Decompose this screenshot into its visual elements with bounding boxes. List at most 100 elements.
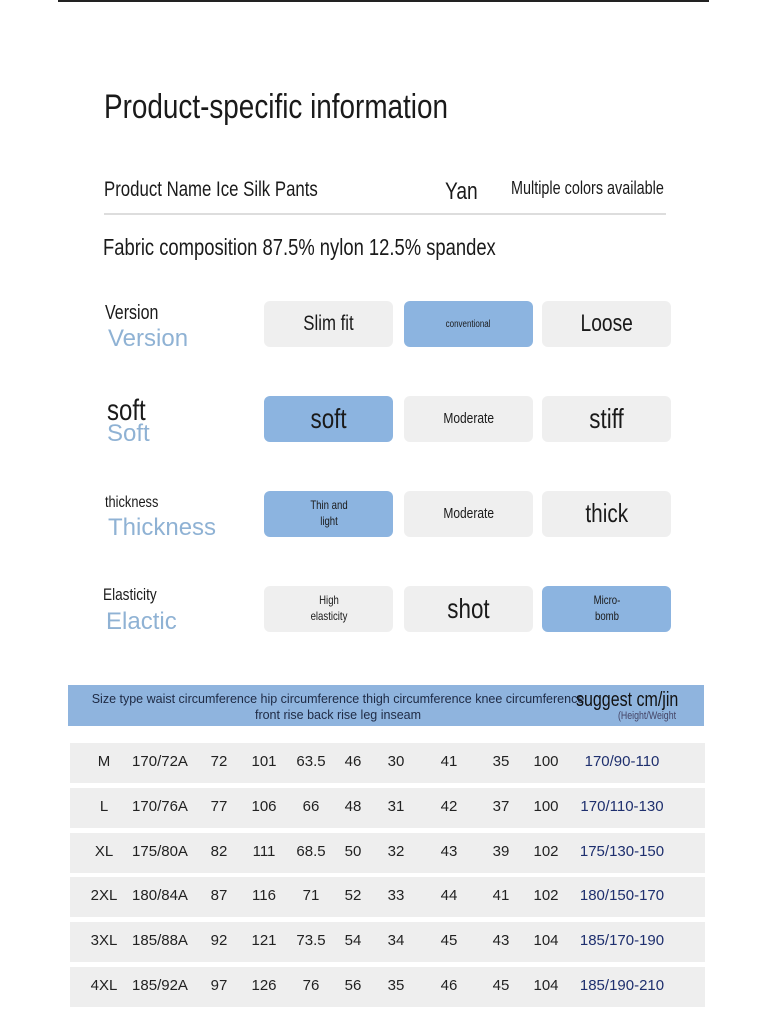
table-cell: 41 bbox=[440, 753, 458, 770]
suggest-label: suggest cm/jin bbox=[576, 689, 679, 711]
table-cell: 45 bbox=[440, 932, 458, 950]
table-cell: 170/72A bbox=[132, 753, 188, 770]
attr-label-en: Soft bbox=[107, 420, 150, 447]
attr-option[interactable]: Slim fit bbox=[264, 301, 393, 347]
table-cell: 2XL bbox=[90, 887, 118, 905]
attr-label-en: Elactic bbox=[106, 608, 177, 635]
table-cell: 50 bbox=[344, 842, 362, 860]
table-cell: 4XL bbox=[90, 977, 118, 994]
table-cell: 87 bbox=[210, 887, 228, 905]
table-cell: M bbox=[97, 753, 111, 770]
table-cell: 175/80A bbox=[132, 842, 188, 860]
table-cell: 34 bbox=[387, 932, 405, 950]
table-cell: 39 bbox=[492, 842, 510, 860]
table-cell: 68.5 bbox=[296, 842, 326, 860]
option-label: Slim fit bbox=[303, 312, 354, 336]
table-cell: 72 bbox=[210, 753, 228, 770]
attr-option[interactable]: soft bbox=[264, 396, 393, 442]
table-cell: 126 bbox=[251, 977, 277, 994]
brand: Yan bbox=[445, 178, 478, 205]
attr-option[interactable]: Thin and light bbox=[264, 491, 393, 537]
table-cell: 106 bbox=[251, 797, 277, 815]
attr-label-en: Version bbox=[108, 325, 189, 352]
option-label: Micro-bomb bbox=[593, 593, 620, 623]
table-cell: 44 bbox=[440, 887, 458, 905]
option-label: Moderate bbox=[443, 505, 494, 523]
table-cell: 48 bbox=[344, 797, 362, 815]
table-cell: 92 bbox=[210, 932, 228, 950]
table-cell: 56 bbox=[344, 977, 362, 994]
table-cell: 82 bbox=[210, 842, 228, 860]
table-cell: 185/88A bbox=[132, 932, 188, 950]
table-cell: 104 bbox=[533, 932, 559, 950]
top-divider bbox=[58, 0, 709, 2]
option-label: Moderate bbox=[443, 410, 494, 428]
table-cell: 180/84A bbox=[132, 887, 188, 905]
attr-label: thickness bbox=[105, 494, 159, 511]
table-row: 4XL 185/92A 97 126 76 56 35 46 45 104 185/190-210 bbox=[70, 967, 705, 1007]
option-label: Thin and light bbox=[309, 498, 348, 528]
table-cell: 102 bbox=[533, 842, 559, 860]
attr-option[interactable]: conventional bbox=[404, 301, 533, 347]
table-cell: 170/90-110 bbox=[584, 753, 660, 770]
table-cell: 170/76A bbox=[132, 797, 188, 815]
table-cell: 66 bbox=[302, 797, 320, 815]
attr-label: Elasticity bbox=[103, 585, 157, 604]
table-cell: XL bbox=[94, 842, 114, 860]
table-cell: 43 bbox=[440, 842, 458, 860]
attr-option[interactable]: stiff bbox=[542, 396, 671, 442]
table-row: 3XL 185/88A 92 121 73.5 54 34 45 43 104 185/170-19… bbox=[70, 922, 705, 963]
attr-option[interactable]: Loose bbox=[542, 301, 671, 347]
colors-note: Multiple colors available bbox=[511, 178, 664, 198]
attr-option[interactable]: Moderate bbox=[404, 396, 533, 442]
table-cell: 170/110-130 bbox=[580, 797, 664, 815]
fabric-composition: Fabric composition 87.5% nylon 12.5% spa… bbox=[103, 234, 496, 260]
table-row: L 170/76A 77 106 66 48 31 42 37 100 170/110-130 bbox=[70, 787, 705, 828]
table-cell: 185/190-210 bbox=[579, 977, 665, 994]
option-label: conventional bbox=[446, 318, 491, 330]
option-label: shot bbox=[447, 592, 490, 624]
table-cell: 116 bbox=[252, 887, 276, 905]
table-cell: 33 bbox=[387, 887, 405, 905]
table-cell: 97 bbox=[210, 977, 228, 994]
table-cell: 46 bbox=[344, 753, 362, 770]
table-row: M 170/72A 72 101 63.5 46 30 41 35 100 170/90-110 bbox=[70, 743, 705, 783]
attr-label-en: Thickness bbox=[108, 514, 217, 541]
table-cell: 31 bbox=[387, 797, 405, 815]
attr-label: Version bbox=[105, 302, 159, 324]
table-cell: 37 bbox=[492, 797, 510, 815]
size-header-text: Size type waist circumference hip circum… bbox=[91, 692, 585, 722]
table-cell: 30 bbox=[387, 753, 405, 770]
attr-option[interactable]: thick bbox=[542, 491, 671, 537]
table-cell: 35 bbox=[387, 977, 405, 994]
table-row: 2XL 180/84A 87 116 71 52 33 44 41 102 180/150-170 bbox=[70, 877, 705, 918]
attr-option[interactable]: Moderate bbox=[404, 491, 533, 537]
table-cell: 63.5 bbox=[296, 753, 326, 770]
table-cell: 71 bbox=[302, 887, 320, 905]
attr-option[interactable]: Micro-bomb bbox=[542, 586, 671, 632]
table-cell: 54 bbox=[344, 932, 362, 950]
table-cell: 45 bbox=[492, 977, 510, 994]
attr-option[interactable]: High elasticity bbox=[264, 586, 393, 632]
divider bbox=[104, 213, 666, 215]
size-table-header: Size type waist circumference hip circum… bbox=[68, 685, 704, 726]
table-cell: 102 bbox=[533, 887, 559, 905]
page-title: Product-specific information bbox=[104, 88, 449, 126]
table-cell: 104 bbox=[533, 977, 559, 994]
table-cell: 180/150-170 bbox=[579, 887, 665, 905]
product-name: Product Name Ice Silk Pants bbox=[104, 178, 318, 201]
table-cell: 101 bbox=[251, 753, 277, 770]
table-cell: 76 bbox=[302, 977, 320, 994]
attr-label: soft bbox=[107, 394, 146, 427]
table-row: XL 175/80A 82 111 68.5 50 32 43 39 102 175/130-150 bbox=[70, 832, 705, 873]
option-label: stiff bbox=[589, 402, 624, 434]
table-cell: 43 bbox=[492, 932, 510, 950]
table-cell: 121 bbox=[251, 932, 277, 950]
option-label: Loose bbox=[580, 310, 633, 338]
option-label: soft bbox=[310, 402, 347, 434]
attr-option[interactable]: shot bbox=[404, 586, 533, 632]
table-cell: 73.5 bbox=[296, 932, 326, 950]
table-cell: 175/130-150 bbox=[579, 842, 665, 860]
option-label: High elasticity bbox=[310, 593, 347, 623]
